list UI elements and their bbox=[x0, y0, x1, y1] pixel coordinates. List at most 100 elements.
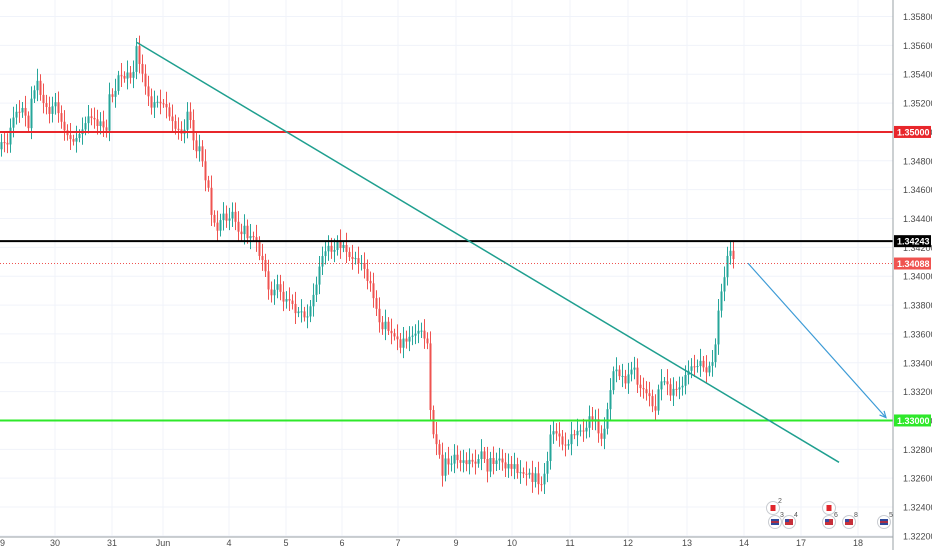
candle-body bbox=[3, 142, 6, 144]
y-tick-label: 1.34000 bbox=[903, 272, 932, 282]
event-count: 6 bbox=[834, 512, 838, 519]
candle-body bbox=[192, 120, 195, 141]
candle-body bbox=[201, 146, 204, 162]
candle-body bbox=[504, 462, 507, 469]
canton-icon bbox=[825, 519, 829, 522]
candle-body bbox=[369, 280, 372, 284]
candle-body bbox=[51, 106, 54, 114]
candle-body bbox=[48, 107, 51, 114]
candle-body bbox=[45, 103, 48, 108]
candle-body bbox=[258, 240, 261, 256]
y-tick-label: 1.34600 bbox=[903, 185, 932, 195]
candle-body bbox=[171, 116, 174, 122]
candle-body bbox=[642, 388, 645, 390]
candle-body bbox=[237, 221, 240, 232]
candle-body bbox=[408, 336, 411, 342]
candle-body bbox=[9, 127, 12, 145]
candle-body bbox=[447, 458, 450, 465]
candle-body bbox=[162, 103, 165, 105]
y-tick-label: 1.33600 bbox=[903, 329, 932, 339]
candle-body bbox=[243, 225, 246, 235]
price-label: 1.33000 bbox=[897, 416, 930, 426]
event-count: 2 bbox=[778, 498, 782, 505]
candle-body bbox=[483, 451, 486, 459]
candle-body bbox=[189, 111, 192, 121]
candle-body bbox=[69, 135, 72, 140]
candle-body bbox=[87, 116, 90, 124]
trend-line[interactable] bbox=[136, 41, 840, 463]
y-tick-label: 1.35800 bbox=[903, 12, 932, 22]
candle-body bbox=[510, 463, 513, 469]
candle-body bbox=[639, 384, 642, 389]
candle-body bbox=[399, 339, 402, 348]
candle-body bbox=[669, 384, 672, 396]
candle-body bbox=[621, 375, 624, 377]
candle-body bbox=[528, 472, 531, 475]
candle-body bbox=[297, 311, 300, 314]
canada-flag-icon[interactable]: 2 bbox=[766, 498, 783, 515]
candle-body bbox=[693, 366, 696, 368]
economic-events[interactable]: 2 3 4 6 8 5 bbox=[766, 498, 894, 529]
x-tick-label: 7 bbox=[395, 538, 400, 548]
maple-leaf-icon bbox=[826, 505, 832, 511]
candle-body bbox=[486, 458, 489, 472]
candle-body bbox=[267, 271, 270, 290]
candle-body bbox=[225, 213, 228, 221]
candle-body bbox=[372, 283, 375, 299]
drawings[interactable] bbox=[136, 41, 887, 463]
price-label-box[interactable] bbox=[894, 257, 931, 270]
horizontal-levels[interactable] bbox=[0, 130, 893, 422]
candle-body bbox=[411, 335, 414, 337]
candle-body bbox=[174, 121, 177, 129]
candle-body bbox=[318, 266, 321, 285]
x-tick-label: 19 bbox=[0, 538, 5, 548]
candle-body bbox=[279, 284, 282, 292]
uk-flag-icon[interactable]: 5 bbox=[877, 512, 894, 529]
candle-body bbox=[579, 430, 582, 432]
candle-body bbox=[582, 430, 585, 432]
candle-body bbox=[147, 86, 150, 97]
candle-body bbox=[597, 419, 600, 434]
candle-body bbox=[270, 289, 273, 296]
price-label-box[interactable] bbox=[894, 235, 931, 248]
candle-body bbox=[477, 459, 480, 464]
candle-body bbox=[381, 322, 384, 330]
candle-body bbox=[537, 473, 540, 485]
price-axis[interactable]: 1.35800 1.35600 1.35400 1.35200 1.35000 1.348… bbox=[892, 0, 932, 550]
time-axis[interactable]: 30 31 Jun 4 5 6 7 9 10 11 12 13 14 17 18 19 bbox=[0, 536, 893, 548]
candle-body bbox=[282, 291, 285, 302]
projection-arrow[interactable] bbox=[747, 262, 887, 418]
candle-body bbox=[555, 431, 558, 434]
candle-body bbox=[90, 116, 93, 118]
candle-body bbox=[216, 222, 219, 231]
candle-body bbox=[450, 463, 453, 465]
us-flag-icon[interactable]: 4 bbox=[782, 512, 799, 529]
candle-body bbox=[207, 180, 210, 188]
y-tick-label: 1.33200 bbox=[903, 387, 932, 397]
candle-body bbox=[465, 460, 468, 465]
candle-body bbox=[576, 430, 579, 436]
uk-flag-icon[interactable]: 3 bbox=[768, 512, 785, 529]
price-label-box[interactable] bbox=[894, 125, 931, 138]
candle-body bbox=[150, 96, 153, 108]
candle-body bbox=[672, 388, 675, 396]
candle-body bbox=[612, 371, 615, 391]
y-tick-label: 1.32400 bbox=[903, 503, 932, 513]
candle-body bbox=[726, 255, 729, 278]
x-tick-label: 31 bbox=[107, 538, 117, 548]
us-flag-icon[interactable]: 8 bbox=[842, 512, 859, 529]
candle-body bbox=[702, 360, 705, 368]
candle-body bbox=[93, 117, 96, 120]
candle-body bbox=[24, 107, 27, 116]
price-label-box[interactable] bbox=[894, 414, 931, 427]
candle-body bbox=[453, 454, 456, 464]
candle-body bbox=[720, 291, 723, 311]
candle-body bbox=[420, 330, 423, 332]
candle-body bbox=[165, 104, 168, 108]
us-flag-icon[interactable]: 6 bbox=[822, 512, 839, 529]
candle-body bbox=[324, 251, 327, 257]
candle-body bbox=[438, 444, 441, 455]
canada-flag-icon[interactable] bbox=[822, 501, 836, 515]
